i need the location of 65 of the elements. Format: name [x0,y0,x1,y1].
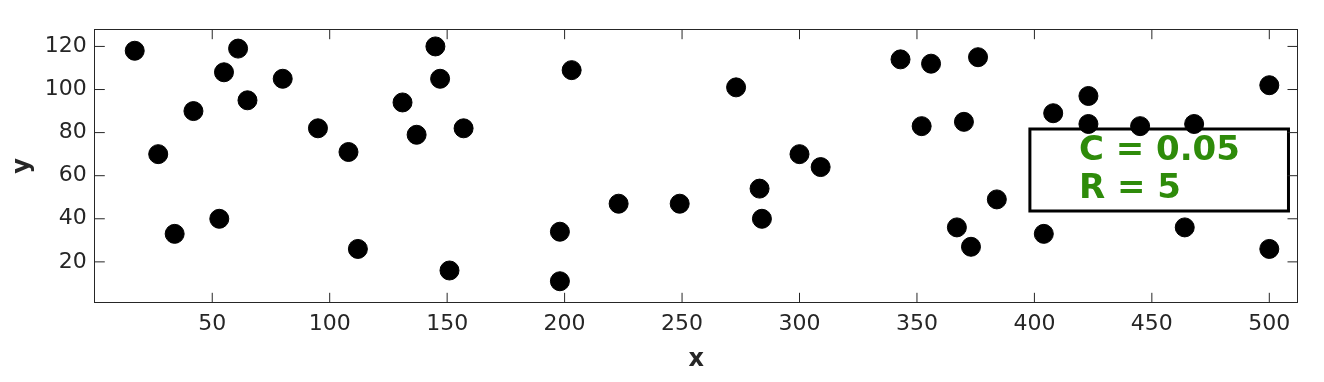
point [183,101,204,122]
x-tick-label: 400 [1013,309,1056,335]
point [890,49,911,70]
x-tick-label: 50 [198,309,227,335]
point [124,40,145,61]
point [921,53,942,74]
point [1174,217,1195,238]
point [911,116,932,137]
point [960,236,981,257]
point [430,68,451,89]
point [608,193,629,214]
point [549,271,570,292]
point [338,142,359,162]
point [953,111,974,132]
point [669,193,690,214]
x-tick-label: 500 [1248,309,1291,335]
y-tick-label: 80 [58,118,87,144]
point [453,118,474,139]
point [749,178,770,199]
point [810,157,831,178]
x-tick-label: 350 [895,309,938,335]
point [425,36,446,57]
y-tick-label: 40 [58,204,87,230]
point [209,208,230,229]
point [1078,113,1099,134]
point [1033,223,1054,244]
point [1130,116,1151,137]
annotation: C = 0.05 [1078,127,1240,168]
x-tick-label: 250 [661,309,704,335]
point [406,124,427,145]
point [789,144,810,165]
point [968,47,989,68]
point [439,260,460,281]
point [1043,103,1064,124]
point [726,77,747,98]
point [164,223,185,244]
point [228,38,249,59]
x-tick-label: 100 [308,309,351,335]
point [549,221,570,242]
y-tick-label: 20 [58,247,87,273]
point [307,118,328,139]
point [213,62,234,83]
point [946,217,967,238]
point [751,208,772,229]
annotation: R = 5 [1078,165,1181,206]
point [561,60,582,81]
y-tick-label: 120 [44,32,87,58]
x-tick-label: 300 [778,309,821,335]
x-tick-label: 450 [1130,309,1173,335]
x-axis-title: x [688,343,705,372]
x-tick-label: 200 [543,309,586,335]
x-tick-label: 150 [426,309,469,335]
point [237,90,258,111]
point [272,68,293,89]
point [1259,75,1280,96]
point [986,189,1007,210]
y-tick-label: 60 [58,161,87,187]
point [148,144,169,165]
point [1078,85,1099,106]
point [347,238,368,259]
point [1184,113,1205,134]
point [392,92,413,113]
y-axis-title: y [6,157,35,174]
y-tick-label: 100 [44,75,87,101]
point [1259,238,1280,259]
